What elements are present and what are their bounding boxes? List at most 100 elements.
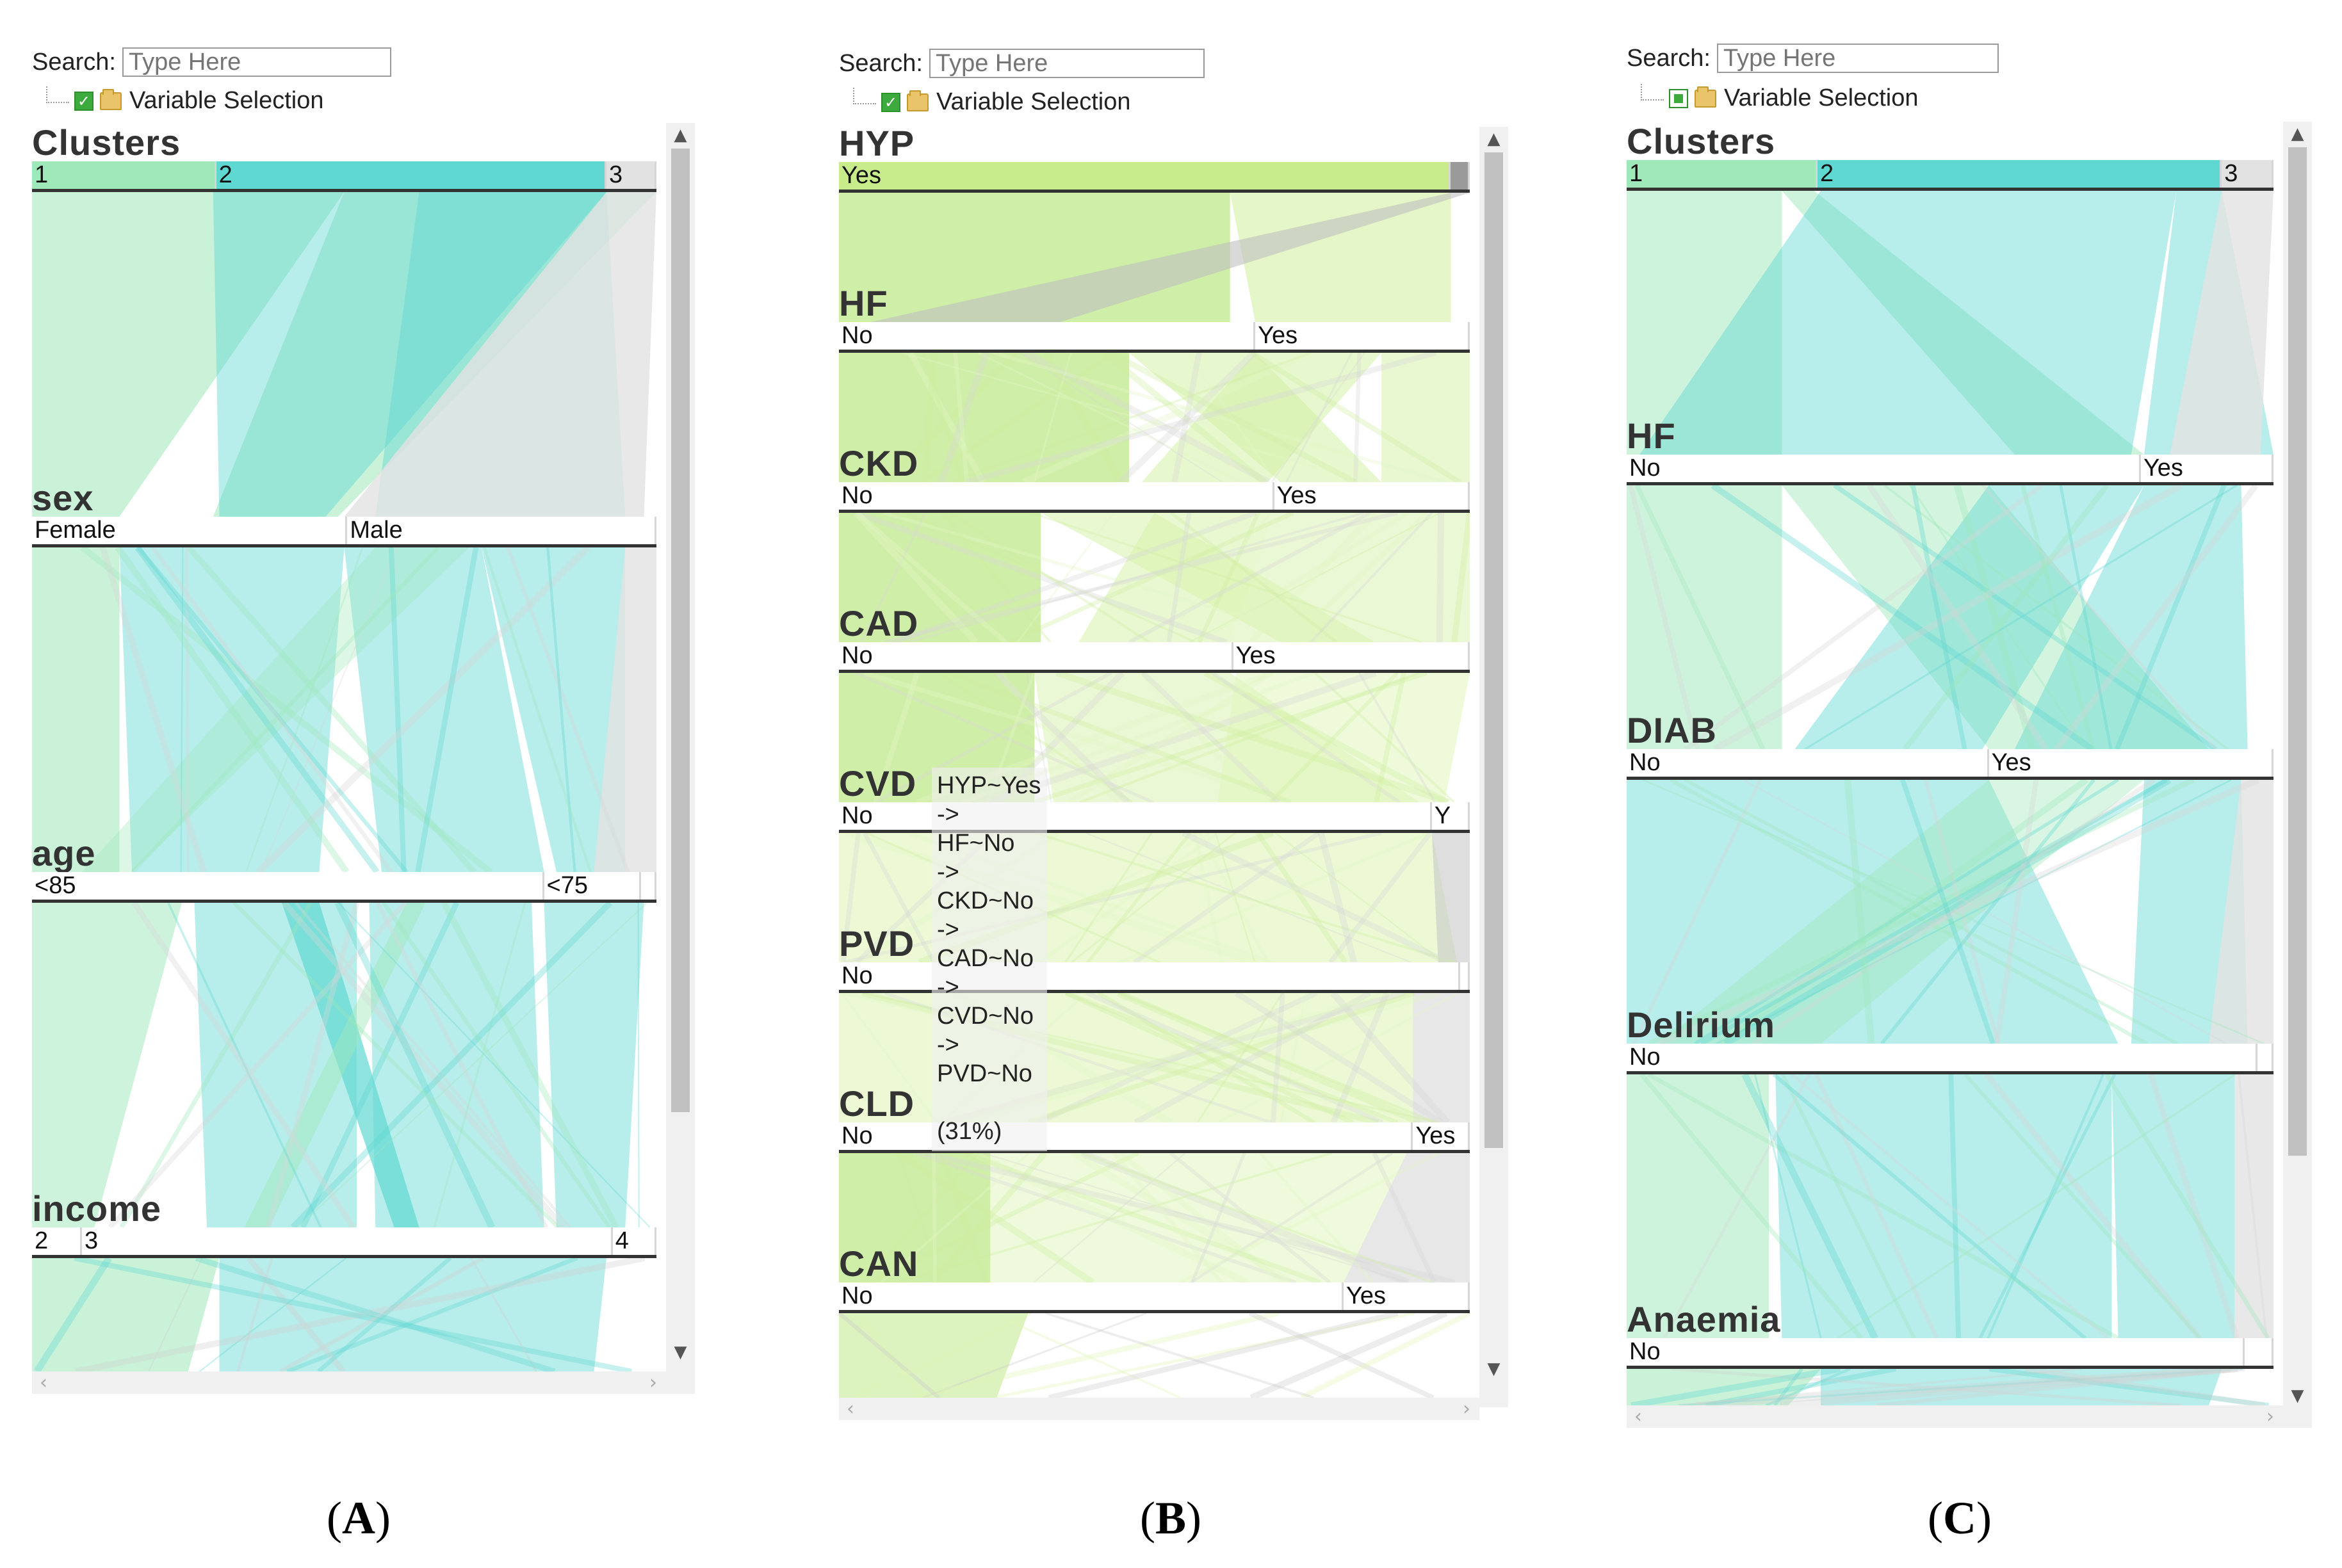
flow-ribbon[interactable] <box>82 547 469 872</box>
flow-ribbon[interactable] <box>1639 191 2177 455</box>
category-box[interactable]: Yes <box>1344 1282 1470 1310</box>
scroll-left-arrow[interactable]: ‹ <box>1634 1405 1642 1428</box>
category-box[interactable] <box>640 872 656 900</box>
axis-title[interactable]: Anaemia <box>1627 1299 1781 1339</box>
axis-title[interactable]: CAD <box>839 603 919 643</box>
category-box[interactable]: Yes <box>1255 322 1470 350</box>
flow-ribbon[interactable] <box>1775 1074 2112 1338</box>
flow-ribbon[interactable] <box>1431 833 1470 962</box>
axis-title[interactable]: HF <box>1627 416 1676 456</box>
category-box[interactable]: Female <box>32 517 348 544</box>
axis-title[interactable]: CKD <box>839 443 919 483</box>
category-box[interactable]: No <box>839 642 1233 670</box>
category-box[interactable]: 2 <box>216 161 606 189</box>
scroll-up-arrow[interactable]: ▲ <box>674 125 687 145</box>
flow-ribbon[interactable] <box>213 192 606 517</box>
category-box[interactable]: No <box>839 1122 1413 1150</box>
scroll-right-arrow[interactable]: › <box>649 1371 657 1394</box>
search-input[interactable] <box>929 49 1205 78</box>
flow-ribbon[interactable] <box>32 547 120 872</box>
category-box[interactable]: 1 <box>1627 160 1817 188</box>
category-box[interactable]: No <box>839 1282 1344 1310</box>
category-box[interactable]: <75 <box>544 872 641 900</box>
vertical-scrollbar[interactable]: ▲ ▼ <box>1479 127 1508 1407</box>
flow-ribbon[interactable] <box>119 547 345 872</box>
flow-ribbon[interactable] <box>1381 353 1470 482</box>
scroll-right-arrow[interactable]: › <box>1463 1398 1470 1420</box>
scroll-right-arrow[interactable]: › <box>2266 1405 2274 1428</box>
flow-ribbon[interactable] <box>1794 485 2144 749</box>
variable-selection-row[interactable]: ✓ Variable Selection <box>46 86 323 115</box>
category-box[interactable]: No <box>839 482 1274 510</box>
category-box[interactable]: 3 <box>606 161 656 189</box>
flow-ribbon[interactable] <box>544 903 644 1227</box>
flow-ribbon[interactable] <box>482 547 626 872</box>
axis-title[interactable]: Clusters <box>32 123 181 163</box>
flow-ribbon[interactable] <box>990 1153 1407 1282</box>
axis-title[interactable]: CLD <box>839 1083 915 1124</box>
axis-title[interactable]: sex <box>32 478 94 518</box>
vertical-scrollbar[interactable]: ▲ ▼ <box>2283 122 2312 1428</box>
category-box[interactable]: No <box>1627 1338 2245 1366</box>
category-box[interactable]: 4 <box>612 1227 656 1255</box>
category-box[interactable]: <85 <box>32 872 544 900</box>
flow-ribbon[interactable] <box>1627 191 1782 455</box>
scroll-down-arrow[interactable]: ▼ <box>1487 1359 1500 1378</box>
flow-ribbon[interactable] <box>1230 193 1451 322</box>
category-box[interactable]: Y <box>1431 802 1470 830</box>
scroll-left-arrow[interactable]: ‹ <box>847 1398 854 1420</box>
category-box[interactable]: Male <box>347 517 656 544</box>
flow-ribbon[interactable] <box>1344 1153 1470 1282</box>
horizontal-scrollbar[interactable]: ‹ › <box>1627 1405 2283 1428</box>
flow-ribbon[interactable] <box>32 192 345 517</box>
axis-title[interactable]: HF <box>839 283 888 323</box>
flow-ribbon[interactable] <box>1782 485 2209 749</box>
flow-ribbon[interactable] <box>344 547 544 872</box>
flow-ribbon[interactable] <box>2015 485 2248 749</box>
flow-ribbon[interactable] <box>1627 485 1782 749</box>
axis-title[interactable]: PVD <box>839 923 915 964</box>
category-box[interactable] <box>2257 1044 2273 1071</box>
horizontal-scrollbar[interactable]: ‹ › <box>839 1398 1479 1420</box>
flow-ribbon[interactable] <box>2170 191 2273 455</box>
flow-ribbon[interactable] <box>244 903 426 1227</box>
category-box[interactable]: No <box>1627 749 1989 777</box>
flow-ribbon[interactable] <box>870 193 1470 322</box>
axis-title[interactable]: CAN <box>839 1243 919 1284</box>
category-box[interactable]: 2 <box>1817 160 2222 188</box>
variable-selection-row[interactable]: ✓ Variable Selection <box>853 87 1130 116</box>
scroll-left-arrow[interactable]: ‹ <box>40 1371 47 1394</box>
category-box[interactable]: No <box>1627 1044 2257 1071</box>
scroll-thumb[interactable] <box>671 149 690 1112</box>
flow-ribbon[interactable] <box>839 1153 991 1282</box>
axis-title[interactable]: DIAB <box>1627 710 1717 750</box>
flow-ribbon[interactable] <box>1627 780 2118 1044</box>
scroll-up-arrow[interactable]: ▲ <box>1487 129 1500 149</box>
flow-ribbon[interactable] <box>1141 353 1382 482</box>
category-box[interactable]: Yes <box>2140 455 2273 482</box>
category-box[interactable]: No <box>839 322 1256 350</box>
flow-ribbon[interactable] <box>1230 513 1470 642</box>
category-box[interactable]: 3 <box>2222 160 2273 188</box>
flow-ribbon[interactable] <box>2111 1074 2235 1338</box>
checkbox-icon[interactable]: ✓ <box>74 91 94 111</box>
scroll-up-arrow[interactable]: ▲ <box>2291 124 2304 143</box>
category-box[interactable] <box>2244 1338 2273 1366</box>
variable-selection-row[interactable]: Variable Selection <box>1641 83 1918 112</box>
flow-ribbon[interactable] <box>1078 513 1274 642</box>
category-box[interactable]: Yes <box>1274 482 1470 510</box>
search-input[interactable] <box>1716 44 1999 73</box>
vertical-scrollbar[interactable]: ▲ ▼ <box>666 123 695 1394</box>
flow-ribbon[interactable] <box>32 903 182 1227</box>
flow-ribbon[interactable] <box>344 192 657 517</box>
category-box[interactable] <box>1460 962 1470 990</box>
scroll-thumb[interactable] <box>1484 152 1503 1148</box>
flow-ribbon[interactable] <box>1627 1369 1821 1405</box>
category-box[interactable]: Yes <box>1233 642 1470 670</box>
flow-ribbon[interactable] <box>1413 993 1470 1122</box>
flow-ribbon[interactable] <box>219 1258 607 1371</box>
category-box[interactable] <box>1451 162 1470 190</box>
scroll-down-arrow[interactable]: ▼ <box>674 1343 687 1362</box>
axis-title[interactable]: age <box>32 833 96 873</box>
flow-ribbon[interactable] <box>369 903 544 1227</box>
